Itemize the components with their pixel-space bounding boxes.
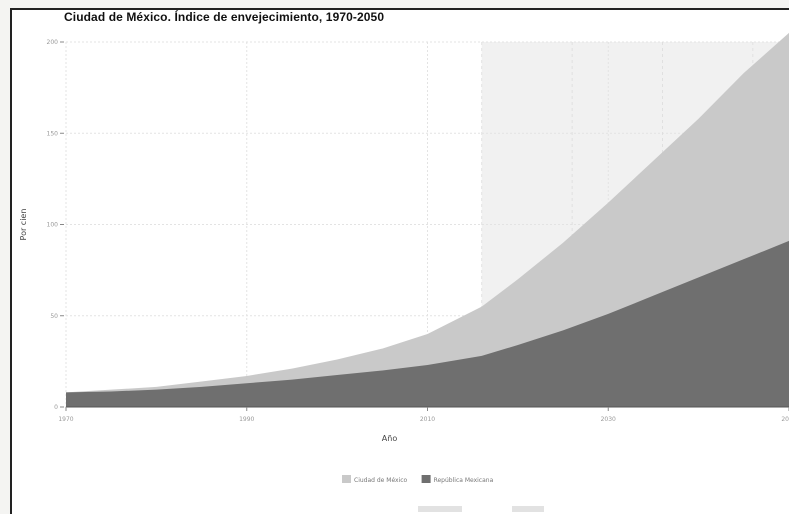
page-button-right[interactable]: [512, 506, 544, 512]
x-tick-label: 1990: [239, 416, 254, 423]
y-axis-title: Por cien: [19, 209, 28, 241]
area-series-1: [66, 32, 789, 407]
x-tick-label: 2050: [781, 416, 789, 423]
y-tick-label: 100: [47, 222, 59, 229]
legend-label-2[interactable]: República Mexicana: [434, 477, 494, 484]
y-tick-label: 0: [54, 404, 58, 411]
legend-swatch-2[interactable]: [421, 475, 431, 483]
area-series-2: [66, 240, 789, 407]
page-button-left[interactable]: [418, 506, 462, 512]
chart-title: Ciudad de México. Índice de envejecimien…: [64, 10, 385, 24]
y-tick-label: 150: [47, 130, 59, 137]
y-tick-label: 200: [47, 39, 59, 46]
x-tick-label: 2030: [601, 416, 616, 423]
legend-label-1[interactable]: Ciudad de México: [354, 477, 408, 484]
y-tick-label: 50: [50, 313, 58, 320]
x-axis-title: Año: [382, 434, 398, 443]
legend-swatch-1[interactable]: [342, 475, 351, 483]
x-tick-label: 2010: [420, 416, 435, 423]
x-tick-label: 1970: [58, 416, 73, 423]
